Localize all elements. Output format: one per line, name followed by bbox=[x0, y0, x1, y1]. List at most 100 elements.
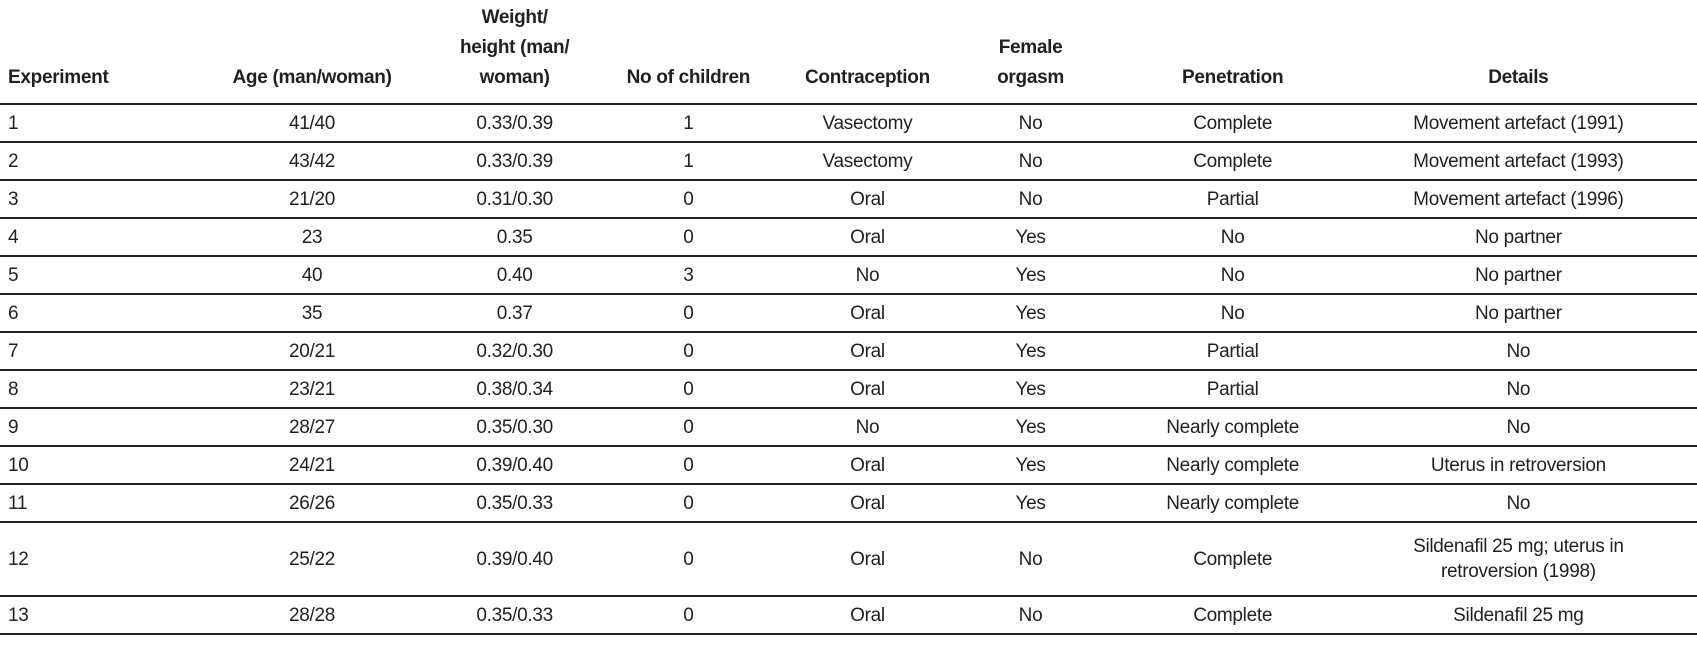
column-header: Experiment bbox=[0, 0, 172, 105]
table-cell: 28/28 bbox=[171, 596, 453, 635]
table-row: 4 23 0.35 0 Oral Yes No No partner bbox=[0, 218, 1697, 257]
table-cell: No bbox=[1125, 294, 1340, 333]
table-cell: Vasectomy bbox=[799, 142, 936, 181]
table-cell: 0.33/0.39 bbox=[452, 142, 578, 181]
table-row: 1 41/40 0.33/0.39 1 Vasectomy No Complete Movem… bbox=[0, 104, 1697, 143]
table-cell: 43/42 bbox=[171, 142, 453, 181]
column-header: Contraception bbox=[799, 0, 936, 105]
table-cell: 0.35/0.33 bbox=[452, 484, 578, 523]
table-cell: 41/40 bbox=[171, 104, 453, 143]
table-cell: No bbox=[1339, 408, 1697, 447]
table-cell: 23/21 bbox=[171, 370, 453, 409]
table-cell: Movement artefact (1991) bbox=[1339, 104, 1697, 143]
table-cell: 0 bbox=[577, 408, 800, 447]
table-cell: Complete bbox=[1125, 596, 1340, 635]
table-cell: 1 bbox=[577, 142, 800, 181]
table-row: 5 40 0.40 3 No Yes No No partner bbox=[0, 256, 1697, 295]
table-cell: No bbox=[1339, 484, 1697, 523]
table-cell: 0.39/0.40 bbox=[452, 446, 578, 485]
table-cell: No partner bbox=[1339, 294, 1697, 333]
table-cell: 10 bbox=[0, 446, 172, 485]
table-cell: 0.37 bbox=[452, 294, 578, 333]
table-cell: Partial bbox=[1125, 332, 1340, 371]
table-cell: No bbox=[799, 256, 936, 295]
table-cell: Uterus in retroversion bbox=[1339, 446, 1697, 485]
table-header: Experiment Age (man/woman) Weight/ height … bbox=[0, 0, 1697, 105]
table-cell: Yes bbox=[935, 484, 1126, 523]
header-row: Experiment Age (man/woman) Weight/ height … bbox=[0, 0, 1697, 105]
table-cell: Complete bbox=[1125, 104, 1340, 143]
table-cell: Nearly complete bbox=[1125, 408, 1340, 447]
table-cell: Yes bbox=[935, 256, 1126, 295]
table-cell: No bbox=[799, 408, 936, 447]
table-cell: No bbox=[1339, 370, 1697, 409]
column-header: Details bbox=[1339, 0, 1697, 105]
table-cell: Yes bbox=[935, 332, 1126, 371]
table-row: 2 43/42 0.33/0.39 1 Vasectomy No Complete Movem… bbox=[0, 142, 1697, 181]
table-cell: 6 bbox=[0, 294, 172, 333]
table-cell: 0.38/0.34 bbox=[452, 370, 578, 409]
table-row: 10 24/21 0.39/0.40 0 Oral Yes Nearly complete U… bbox=[0, 446, 1697, 485]
table-cell: 8 bbox=[0, 370, 172, 409]
table-cell: 1 bbox=[577, 104, 800, 143]
table-cell: 23 bbox=[171, 218, 453, 257]
table-cell: No bbox=[1125, 256, 1340, 295]
column-header: Age (man/woman) bbox=[171, 0, 453, 105]
table-cell: 3 bbox=[0, 180, 172, 219]
table-cell: 4 bbox=[0, 218, 172, 257]
table-row: 3 21/20 0.31/0.30 0 Oral No Partial Movement ar… bbox=[0, 180, 1697, 219]
table-cell: 26/26 bbox=[171, 484, 453, 523]
table-cell: 0.35/0.30 bbox=[452, 408, 578, 447]
table-row: 9 28/27 0.35/0.30 0 No Yes Nearly complete No bbox=[0, 408, 1697, 447]
table-cell: Movement artefact (1996) bbox=[1339, 180, 1697, 219]
table-cell: 0 bbox=[577, 294, 800, 333]
table-cell: Oral bbox=[799, 294, 936, 333]
table-row: 6 35 0.37 0 Oral Yes No No partner bbox=[0, 294, 1697, 333]
table-cell: Oral bbox=[799, 370, 936, 409]
table-cell: 40 bbox=[171, 256, 453, 295]
table-cell: 0 bbox=[577, 180, 800, 219]
table-cell: 1 bbox=[0, 104, 172, 143]
table-cell: Partial bbox=[1125, 180, 1340, 219]
table-cell: 24/21 bbox=[171, 446, 453, 485]
table-cell: Oral bbox=[799, 484, 936, 523]
table-cell: Oral bbox=[799, 218, 936, 257]
table-cell: Sildenafil 25 mg; uterus in retroversion… bbox=[1339, 522, 1697, 597]
table-cell: No partner bbox=[1339, 218, 1697, 257]
table-cell: Movement artefact (1993) bbox=[1339, 142, 1697, 181]
table-cell: 21/20 bbox=[171, 180, 453, 219]
table-cell: 11 bbox=[0, 484, 172, 523]
table-cell: 0.32/0.30 bbox=[452, 332, 578, 371]
column-header: Weight/ height (man/ woman) bbox=[452, 0, 578, 105]
table-cell: Nearly complete bbox=[1125, 446, 1340, 485]
table-row: 11 26/26 0.35/0.33 0 Oral Yes Nearly complete N… bbox=[0, 484, 1697, 523]
table-cell: Yes bbox=[935, 446, 1126, 485]
table-cell: 25/22 bbox=[171, 522, 453, 597]
table-cell: 0 bbox=[577, 370, 800, 409]
table-cell: Oral bbox=[799, 180, 936, 219]
table-cell: No bbox=[1125, 218, 1340, 257]
table-cell: 0.39/0.40 bbox=[452, 522, 578, 597]
table-cell: No bbox=[935, 596, 1126, 635]
table-cell: Oral bbox=[799, 446, 936, 485]
table-cell: Partial bbox=[1125, 370, 1340, 409]
table-row: 12 25/22 0.39/0.40 0 Oral No Complete Sildenafi… bbox=[0, 522, 1697, 597]
table-cell: Vasectomy bbox=[799, 104, 936, 143]
table-cell: Yes bbox=[935, 294, 1126, 333]
table-cell: 0 bbox=[577, 596, 800, 635]
experiments-table: Experiment Age (man/woman) Weight/ height … bbox=[0, 0, 1697, 635]
table-cell: 2 bbox=[0, 142, 172, 181]
table-cell: Yes bbox=[935, 218, 1126, 257]
table-cell: Oral bbox=[799, 596, 936, 635]
table-cell: 0 bbox=[577, 446, 800, 485]
table-cell: 0.35 bbox=[452, 218, 578, 257]
column-header: No of children bbox=[577, 0, 800, 105]
table-cell: 13 bbox=[0, 596, 172, 635]
column-header: Penetration bbox=[1125, 0, 1340, 105]
column-header: Female orgasm bbox=[935, 0, 1126, 105]
table-cell: Yes bbox=[935, 408, 1126, 447]
table-row: 7 20/21 0.32/0.30 0 Oral Yes Partial No bbox=[0, 332, 1697, 371]
table-cell: 0.40 bbox=[452, 256, 578, 295]
table-cell: 35 bbox=[171, 294, 453, 333]
table-cell: 28/27 bbox=[171, 408, 453, 447]
